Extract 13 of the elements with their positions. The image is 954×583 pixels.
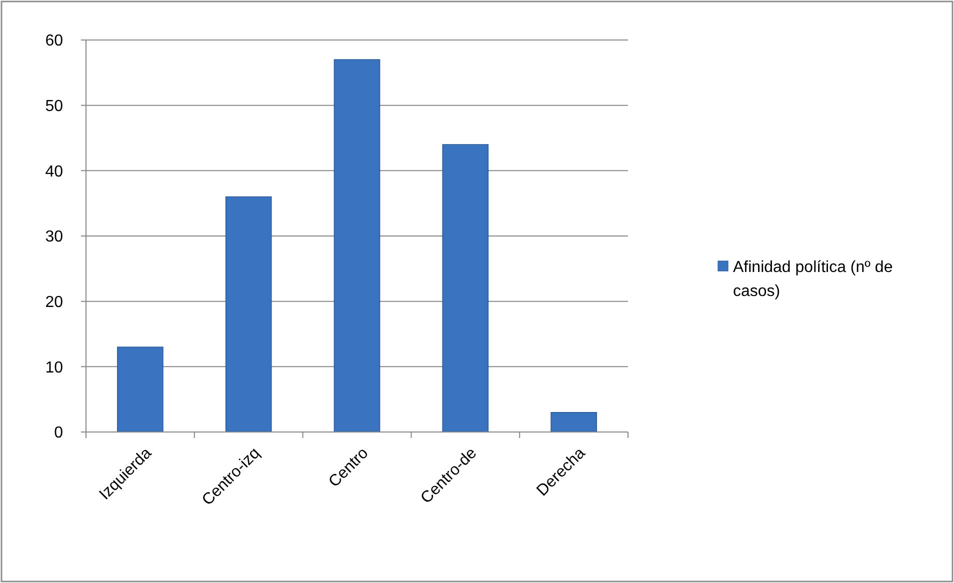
y-tick-label: 30 — [45, 228, 64, 246]
y-tick-label: 10 — [45, 359, 64, 376]
bar — [225, 196, 272, 432]
bar — [117, 346, 164, 432]
y-tick-label: 50 — [45, 98, 64, 115]
bar — [442, 144, 489, 432]
bar — [550, 412, 597, 432]
legend-label: Afinidad política (nº de casos) — [733, 259, 893, 300]
y-tick-label: 60 — [45, 32, 64, 50]
y-tick-label: 40 — [45, 163, 64, 180]
y-tick-label: 0 — [54, 424, 64, 442]
y-tick-label: 20 — [45, 294, 64, 311]
bar — [334, 59, 380, 432]
